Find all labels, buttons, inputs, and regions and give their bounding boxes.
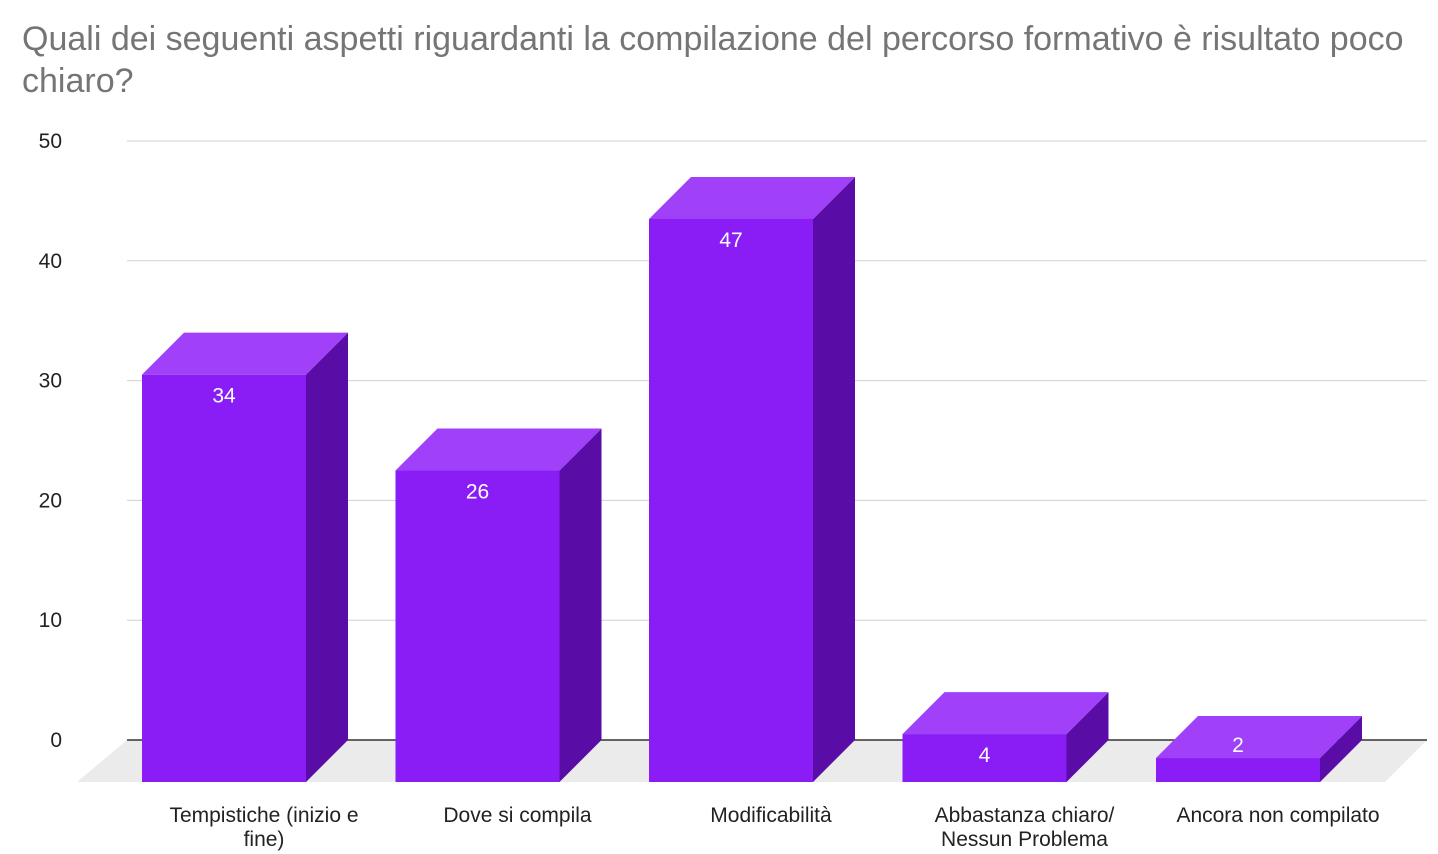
bar: 34 — [142, 332, 348, 782]
y-tick-label: 0 — [50, 729, 62, 752]
bar-front-face — [1156, 758, 1320, 782]
x-category-label: Abbastanza chiaro/Nessun Problema — [935, 804, 1115, 851]
bar-top-face — [649, 176, 855, 219]
bar-top-face — [1156, 716, 1362, 759]
bar: 2 — [1156, 716, 1362, 782]
bar-side-face — [1320, 716, 1362, 782]
data-label: 34 — [212, 385, 236, 408]
bar: 26 — [395, 428, 602, 782]
data-label: 4 — [979, 744, 991, 767]
y-tick-label: 40 — [39, 250, 62, 273]
x-axis-labels: Tempistiche (inizio e fine) Dove si compil… — [169, 804, 1379, 851]
bar-top-face — [395, 428, 602, 471]
bar-front-face — [395, 470, 560, 782]
data-label: 47 — [719, 229, 742, 252]
data-label: 26 — [466, 481, 489, 504]
y-tick-label: 20 — [39, 489, 62, 512]
chart-title: Quali dei seguenti aspetti riguardanti l… — [22, 20, 1404, 100]
bar-front-face — [649, 218, 813, 782]
bars: 34 26 47 4 2 — [142, 176, 1362, 782]
bar-top-face — [142, 332, 348, 375]
bar-side-face — [559, 428, 602, 782]
bar-front-face — [902, 734, 1067, 782]
bar: 4 — [902, 692, 1109, 782]
bar-top-face — [902, 692, 1109, 735]
x-category-label: Tempistiche (inizio e fine) — [169, 804, 358, 851]
data-label: 2 — [1232, 734, 1244, 757]
x-category-label: Modificabilità — [710, 804, 832, 827]
bar-front-face — [142, 374, 306, 782]
y-tick-label: 50 — [39, 130, 62, 153]
bar: 47 — [649, 176, 855, 782]
bar-side-face — [1066, 692, 1109, 782]
x-category-label: Dove si compila — [443, 804, 592, 827]
y-tick-label: 30 — [39, 370, 62, 393]
bar-side-face — [306, 332, 348, 782]
y-tick-label: 10 — [39, 609, 62, 632]
x-category-label: Ancora non compilato — [1176, 804, 1379, 827]
bar-side-face — [813, 176, 855, 782]
y-axis-ticks: 0 10 20 30 40 50 — [39, 130, 62, 752]
